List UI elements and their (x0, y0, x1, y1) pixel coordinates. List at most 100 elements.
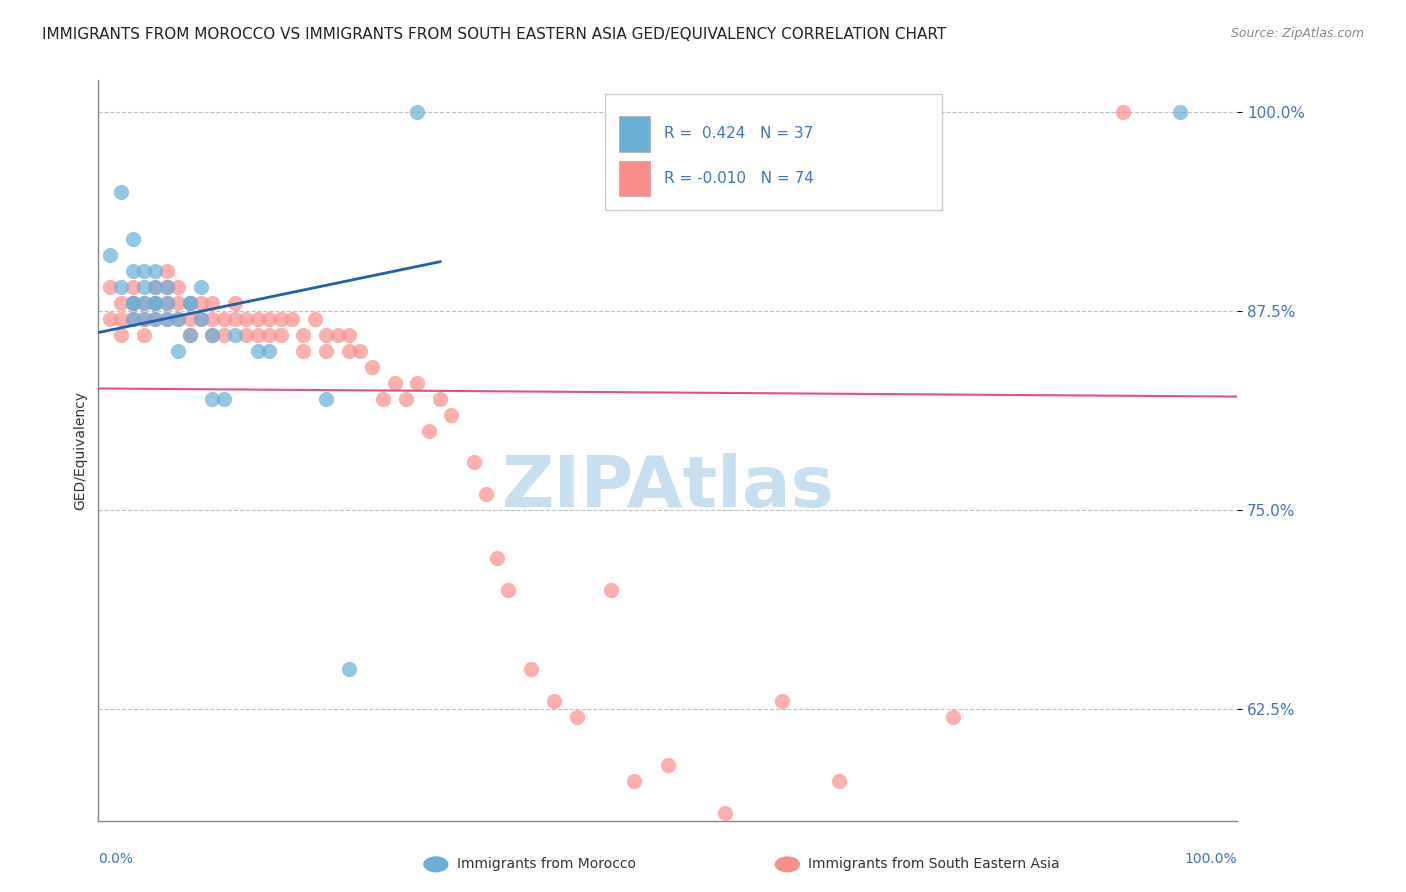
Point (156, 264, 179, 278)
Point (110, 328, 132, 343)
Point (349, 343, 371, 358)
Point (121, 312, 143, 326)
Point (395, 392, 418, 406)
Point (190, 312, 212, 326)
Point (406, 376, 429, 390)
Point (360, 359, 382, 374)
Point (657, 758, 679, 772)
Point (145, 312, 167, 326)
Point (190, 280, 212, 294)
Text: R =  0.424   N = 37: R = 0.424 N = 37 (664, 127, 813, 141)
Point (167, 343, 190, 358)
Point (145, 280, 167, 294)
Point (132, 296, 155, 310)
Point (145, 312, 167, 326)
Point (167, 312, 190, 326)
Point (121, 280, 143, 294)
Point (167, 280, 190, 294)
Point (121, 232, 143, 246)
Text: ZIPAtlas: ZIPAtlas (502, 453, 834, 522)
Point (463, 455, 485, 469)
Point (201, 312, 224, 326)
Point (246, 312, 269, 326)
Text: 0.0%: 0.0% (98, 852, 134, 866)
Point (156, 296, 179, 310)
Point (132, 312, 155, 326)
Point (201, 392, 224, 406)
Point (246, 343, 269, 358)
Point (121, 296, 143, 310)
Point (281, 312, 304, 326)
Point (156, 280, 179, 294)
Point (371, 392, 394, 406)
Point (190, 296, 212, 310)
Point (179, 296, 201, 310)
Y-axis label: GED/Equivalency: GED/Equivalency (73, 391, 87, 510)
Point (212, 328, 235, 343)
Point (98, 280, 121, 294)
Point (235, 312, 257, 326)
Point (304, 312, 326, 326)
Point (179, 328, 201, 343)
Point (132, 328, 155, 343)
Point (337, 662, 360, 676)
Text: Source: ZipAtlas.com: Source: ZipAtlas.com (1230, 27, 1364, 40)
Point (201, 328, 224, 343)
Point (259, 328, 281, 343)
Point (201, 328, 224, 343)
Point (828, 773, 851, 788)
Point (429, 392, 451, 406)
Point (121, 264, 143, 278)
Point (270, 312, 292, 326)
Point (132, 264, 155, 278)
Point (292, 343, 315, 358)
Point (337, 328, 360, 343)
Point (121, 312, 143, 326)
Point (224, 328, 246, 343)
Point (145, 264, 167, 278)
Point (156, 312, 179, 326)
Point (145, 296, 167, 310)
Point (156, 312, 179, 326)
Point (498, 582, 520, 597)
Point (259, 312, 281, 326)
Point (384, 376, 406, 390)
Point (224, 296, 246, 310)
Point (145, 296, 167, 310)
Point (132, 296, 155, 310)
Point (98, 312, 121, 326)
Point (212, 392, 235, 406)
Point (179, 296, 201, 310)
Point (259, 343, 281, 358)
Point (98, 248, 121, 262)
Point (326, 328, 349, 343)
Point (145, 280, 167, 294)
Point (942, 710, 965, 724)
Point (235, 328, 257, 343)
Point (121, 296, 143, 310)
Point (315, 392, 337, 406)
Point (145, 296, 167, 310)
Point (520, 662, 543, 676)
Text: IMMIGRANTS FROM MOROCCO VS IMMIGRANTS FROM SOUTH EASTERN ASIA GED/EQUIVALENCY CO: IMMIGRANTS FROM MOROCCO VS IMMIGRANTS FR… (42, 27, 946, 42)
Point (1112, 105, 1135, 120)
Text: 100.0%: 100.0% (1185, 852, 1237, 866)
Point (406, 105, 429, 120)
Point (179, 328, 201, 343)
Point (1170, 105, 1192, 120)
Point (212, 312, 235, 326)
Point (110, 312, 132, 326)
Point (486, 550, 509, 565)
Point (224, 312, 246, 326)
Point (292, 328, 315, 343)
Point (543, 694, 565, 708)
Point (110, 280, 132, 294)
Point (315, 343, 337, 358)
Point (156, 296, 179, 310)
Point (270, 328, 292, 343)
Point (156, 280, 179, 294)
Point (315, 328, 337, 343)
Point (132, 280, 155, 294)
Point (110, 185, 132, 199)
Text: R = -0.010   N = 74: R = -0.010 N = 74 (664, 171, 814, 186)
